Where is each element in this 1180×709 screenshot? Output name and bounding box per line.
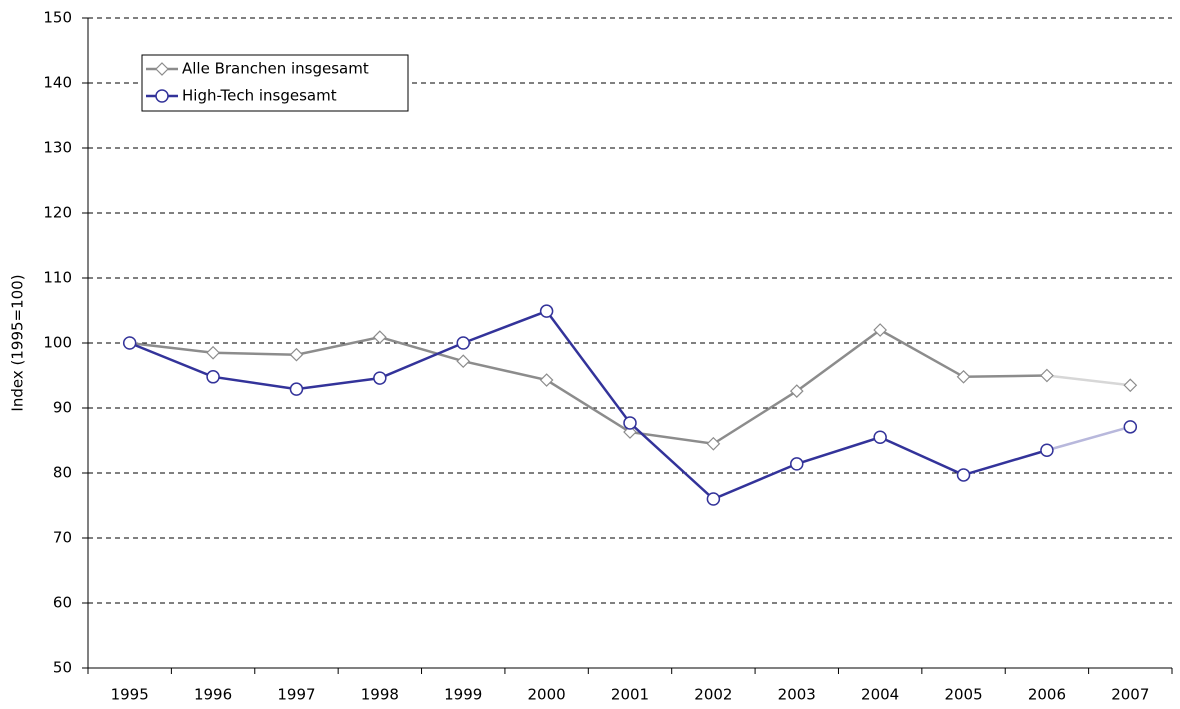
marker [956,369,971,384]
legend-label: High-Tech insgesamt [182,87,337,105]
marker [456,354,471,369]
marker [873,430,887,444]
y-tick-label: 100 [43,334,72,352]
y-tick-label: 110 [43,269,72,287]
marker [873,323,888,337]
y-tick-label: 140 [43,74,72,92]
x-tick-label: 2006 [1028,686,1066,704]
x-tick-label: 1999 [444,686,482,704]
y-tick-label: 70 [53,529,72,547]
marker [706,492,721,506]
x-tick-label: 2000 [528,686,566,704]
legend-label: Alle Branchen insgesamt [182,60,369,78]
marker [289,347,304,362]
marker [289,382,304,396]
marker [1123,378,1138,393]
marker [539,304,554,318]
marker [789,384,804,398]
x-tick-label: 2003 [778,686,816,704]
y-tick-label: 60 [53,594,72,612]
x-tick-label: 2005 [944,686,982,704]
marker [539,373,554,387]
marker [155,62,169,76]
x-tick-label: 2007 [1111,686,1149,704]
x-tick-label: 1997 [277,686,315,704]
marker [456,336,470,350]
x-tick-label: 1995 [111,686,149,704]
y-tick-label: 120 [43,204,72,222]
x-tick-label: 1998 [361,686,399,704]
marker [790,457,804,471]
y-tick-label: 130 [43,139,72,157]
y-axis-label: Index (1995=100) [9,274,27,411]
marker [956,468,971,482]
marker [623,416,637,430]
y-tick-label: 80 [53,464,72,482]
marker [706,436,721,451]
marker [1040,443,1054,457]
y-tick-label: 50 [53,659,72,677]
series-line [129,309,1131,501]
marker [122,336,137,350]
x-tick-label: 2002 [694,686,732,704]
legend-box [141,54,409,112]
marker [206,370,220,384]
marker [155,89,169,103]
marker [373,371,387,385]
y-tick-label: 90 [53,399,72,417]
x-tick-label: 2004 [861,686,899,704]
marker [372,330,387,344]
marker [1040,368,1054,383]
marker [623,425,637,439]
x-tick-label: 2001 [611,686,649,704]
marker [206,345,220,360]
x-tick-label: 1996 [194,686,232,704]
y-tick-label: 150 [43,9,72,27]
marker [1123,420,1138,434]
